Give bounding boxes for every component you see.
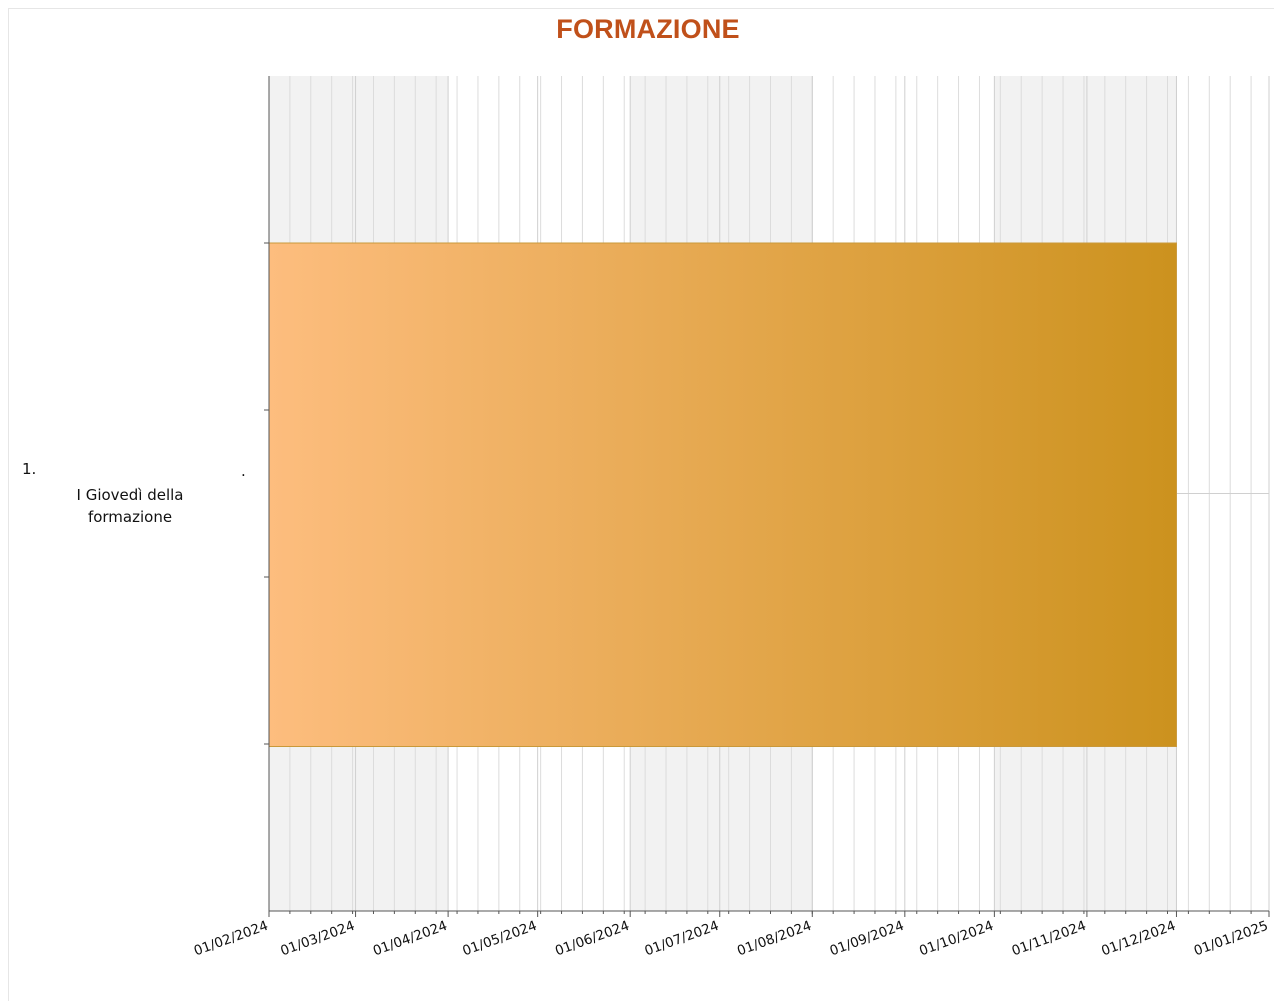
x-tick-labels: 01/02/2024 01/03/2024 01/04/2024 01/05/2024… <box>192 918 1271 960</box>
x-tick-label: 01/08/2024 <box>735 918 814 960</box>
x-tick-label: 01/02/2024 <box>192 918 271 960</box>
x-tick-label: 01/06/2024 <box>553 918 632 960</box>
chart-title: FORMAZIONE <box>556 14 740 44</box>
task-bar <box>268 242 1177 748</box>
x-tick-label: 01/07/2024 <box>643 918 722 960</box>
chart-frame <box>8 8 1274 1001</box>
x-tick-label: 01/03/2024 <box>278 918 357 960</box>
task-marker: . <box>241 462 246 480</box>
task-number: 1. <box>22 460 37 478</box>
task-label-line-2: formazione <box>87 508 173 526</box>
x-tick-label: 01/05/2024 <box>460 918 539 960</box>
task-bars <box>268 242 1177 748</box>
x-tick-label: 01/12/2024 <box>1099 918 1178 960</box>
x-tick-label: 01/04/2024 <box>371 918 450 960</box>
x-tick-label: 01/10/2024 <box>917 918 996 960</box>
task-label: I Giovedì della formazione <box>60 484 200 528</box>
axes <box>264 76 1270 917</box>
x-tick-label: 01/01/2025 <box>1192 918 1271 960</box>
x-tick-label: 01/09/2024 <box>828 918 907 960</box>
task-label-line-1: I Giovedì della <box>76 486 184 504</box>
x-tick-label: 01/11/2024 <box>1010 918 1089 960</box>
